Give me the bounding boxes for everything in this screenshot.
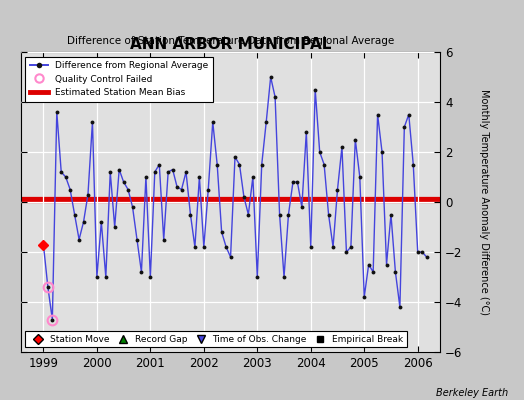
Text: Berkeley Earth: Berkeley Earth bbox=[436, 388, 508, 398]
Y-axis label: Monthly Temperature Anomaly Difference (°C): Monthly Temperature Anomaly Difference (… bbox=[479, 89, 489, 315]
Title: ANN ARBOR MUNICIPAL: ANN ARBOR MUNICIPAL bbox=[130, 37, 331, 52]
Text: Difference of Station Temperature Data from Regional Average: Difference of Station Temperature Data f… bbox=[67, 36, 394, 46]
Legend: Station Move, Record Gap, Time of Obs. Change, Empirical Break: Station Move, Record Gap, Time of Obs. C… bbox=[26, 331, 407, 348]
